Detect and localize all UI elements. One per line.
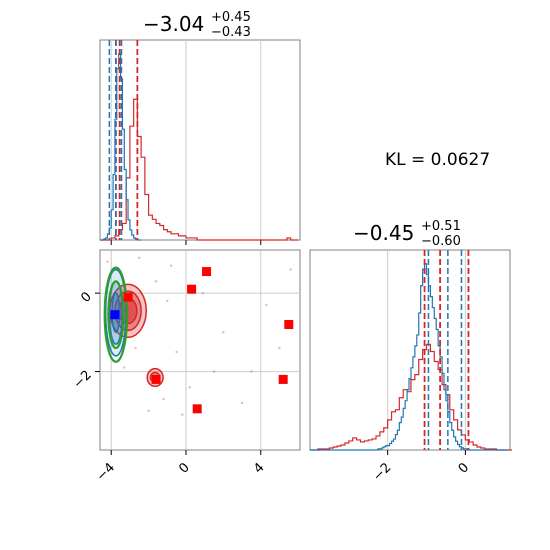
title-param2-plus: +0.51 [421,219,461,234]
scatter-point [147,409,150,412]
scatter-point [169,264,173,267]
scatter-point [162,397,165,401]
kl-annotation: KL = 0.0627 [385,150,490,170]
chart-text: KL = 0.0627 −3.04 +0.45 −0.43 −0.45 +0.5… [143,10,490,249]
hist2-frame [309,249,511,451]
red-marker-square [123,292,133,302]
panel-hist-param1 [99,39,301,245]
hist2-series-red [310,343,512,451]
y-tick-label: −2 [71,368,95,392]
title-param2-minus: −0.60 [421,234,461,249]
scatter-point [212,370,216,373]
scatter-point [222,331,225,334]
x-tick-label: 4 [251,460,267,476]
title-param2-median: −0.45 [353,221,414,245]
scatter-point [240,401,244,405]
y-tick-label: 0 [78,289,94,305]
green-density-contour [103,266,129,363]
x2-tick-label: −2 [370,460,394,484]
red-marker-square [187,284,197,294]
scatter-point [154,280,158,283]
x2-tick-label: 0 [456,460,472,476]
panel-joint-2d: −4 0 4 0 −2 [71,249,301,484]
red-marker-square [192,404,202,414]
x-tick-label: 0 [176,460,192,476]
scatter-point [201,291,205,295]
red-marker-square [278,374,288,384]
scatter-point [134,346,137,350]
scatter-point [289,268,292,271]
green-density-contour [107,280,125,350]
scatter-point [265,303,268,307]
panel-hist-param2: −2 0 [309,249,512,484]
x-tick-label: −4 [94,460,118,484]
blue-marker-square [110,310,120,320]
scatter-point [106,260,109,263]
title-param1-median: −3.04 [143,12,204,36]
joint-frame [99,249,301,451]
title-param1-minus: −0.43 [211,25,251,40]
scatter-point [123,366,126,369]
title-param1-plus: +0.45 [211,10,251,25]
red-marker-square [151,374,161,384]
scatter-point [166,299,169,303]
scatter-point [181,413,184,416]
red-marker-square [202,267,212,277]
hist2-series-blue [310,263,509,451]
scatter-point [175,350,178,354]
red-marker-square [284,320,294,330]
scatter-point [250,370,253,373]
scatter-point [278,346,281,350]
hist1-series-blue [100,53,142,241]
hist1-series-red [100,98,299,241]
scatter-point [188,386,191,389]
hist1-frame [99,39,301,241]
scatter-point [138,256,141,260]
